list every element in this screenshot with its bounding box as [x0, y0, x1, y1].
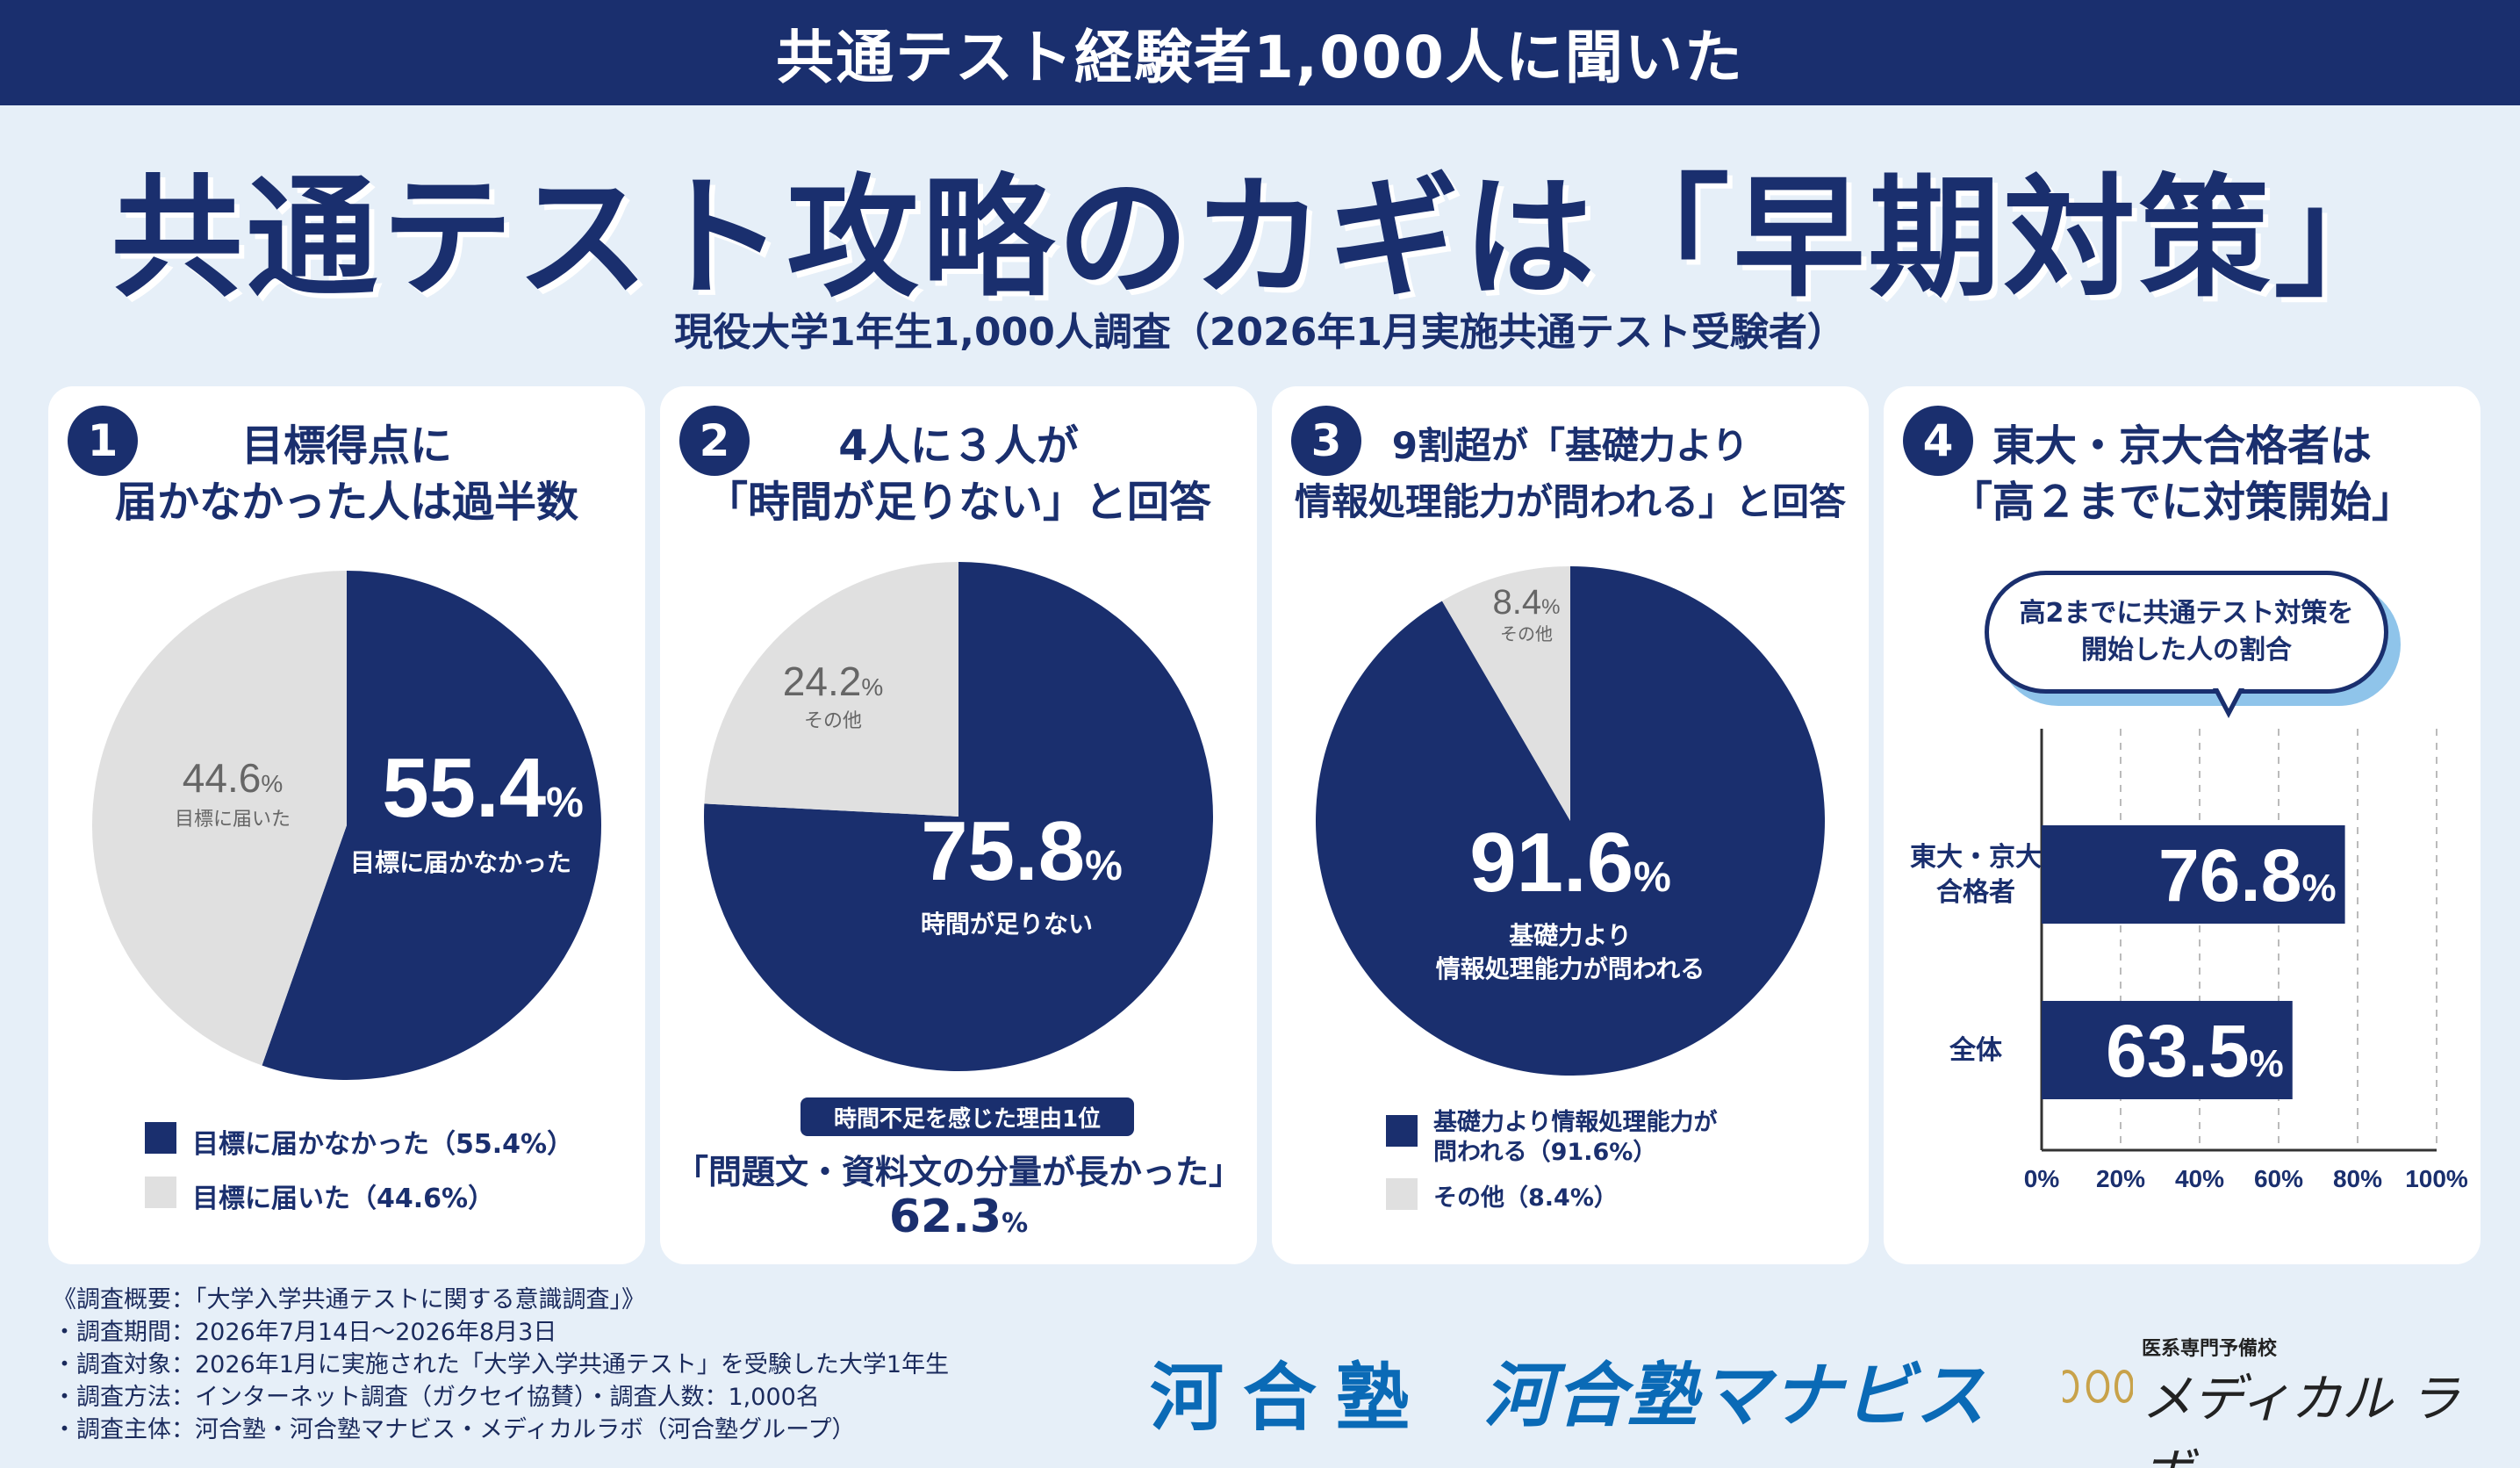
reason-value-number: 62.3 [888, 1191, 1002, 1243]
pie-slice-other [704, 562, 958, 817]
legend-swatch [1386, 1115, 1418, 1147]
main-caption: 時間が足りない [921, 910, 1093, 939]
other-value-label: 44.6% [183, 755, 283, 801]
main-caption-line1: 基礎力より [1509, 921, 1631, 950]
other-caption: その他 [1500, 623, 1553, 644]
legend-label-line1: 基礎力より情報処理能力が [1433, 1109, 1718, 1136]
logo-manabis: 河合塾マナビス [1483, 1355, 1987, 1436]
bar-tick-label: 20% [2096, 1165, 2145, 1192]
card-title-line1: 4人に３人が [838, 421, 1079, 471]
main-value-label: 91.6% [1469, 816, 1671, 910]
bar [2042, 1001, 2293, 1099]
reason-value-unit: % [1002, 1208, 1029, 1239]
card-title-line1: 東大・京大合格者は [1992, 421, 2372, 471]
survey-summary: 《調査概要：「大学入学共通テストに関する意識調査」》 ・調査期間：2026年7月… [53, 1284, 1106, 1446]
card-number: 4 [1903, 406, 1973, 476]
card-title-line1: 9割超が「基礎力より [1391, 424, 1749, 467]
reason-value: 62.3% [660, 1191, 1257, 1243]
survey-line: ・調査期間：2026年7月14日〜2026年8月3日 [53, 1319, 557, 1346]
legend-swatch [145, 1122, 176, 1154]
bubble-tail-inner [2217, 687, 2240, 709]
card-1: 1 目標得点に 届かなかった人は過半数 55.4% 目標に届かなかった 44.6… [48, 386, 645, 1264]
card-number: 2 [679, 406, 750, 476]
bar-category-label: 東大・京大合格者 [1910, 842, 2042, 908]
main-value-label: 55.4% [382, 741, 584, 835]
subtitle: 現役大学1年生1,000人調査（2026年1月実施共通テスト受験者） [674, 310, 1846, 355]
bar-value-label: 63.5% [2106, 1010, 2284, 1092]
legend-item-other: その他（8.4%） [1386, 1178, 1618, 1213]
card-title: 東大・京大合格者は 「高２までに対策開始」 [1884, 418, 2481, 530]
legend-label: 目標に届いた（44.6%） [192, 1184, 495, 1214]
medical-lab-icon [2063, 1370, 2133, 1403]
card-3: 3 9割超が「基礎力より 情報処理能力が問われる」と回答 91.6% 基礎力より… [1272, 386, 1869, 1264]
card-title-line2: 「高２までに対策開始」 [1949, 478, 2414, 527]
medical-lab-subtitle: 医系専門予備校 [2142, 1337, 2278, 1360]
bubble-line1: 高2までに共通テスト対策を [2019, 598, 2354, 629]
speech-bubble: 高2までに共通テスト対策を 開始した人の割合 [1985, 571, 2388, 694]
bar-tick-label: 80% [2333, 1165, 2382, 1192]
survey-line: 《調査概要：「大学入学共通テストに関する意識調査」》 [53, 1286, 645, 1313]
legend-label: その他（8.4%） [1433, 1184, 1618, 1212]
legend-swatch [145, 1177, 176, 1208]
survey-line: ・調査主体：河合塾・河合塾マナビス・メディカルラボ（河合塾グループ） [53, 1416, 856, 1443]
other-value-label: 8.4% [1493, 583, 1561, 622]
header-band: 共通テスト経験者1,000人に聞いた [0, 0, 2520, 105]
bar-marks: 76.8% 63.5% [2042, 825, 2345, 1099]
bar-tick-label: 60% [2254, 1165, 2303, 1192]
reason-badge: 時間不足を感じた理由1位 [801, 1097, 1134, 1136]
main-caption-line2: 情報処理能力が問われる [1436, 954, 1705, 983]
survey-line: ・調査対象：2026年1月に実施された「大学入学共通テスト」を受験した大学1年生 [53, 1351, 950, 1378]
card-4: 4 東大・京大合格者は 「高２までに対策開始」 高2までに共通テスト対策を 開始… [1884, 386, 2481, 1264]
pie-slice-other [91, 571, 347, 1066]
card-title-line2: 「時間が足りない」と回答 [705, 478, 1211, 527]
bar-category-label: 全体 [1949, 1035, 2003, 1066]
main-caption: 目標に届かなかった [350, 848, 571, 877]
pie-slice-other [1441, 566, 1570, 821]
legend-label: 基礎力より情報処理能力が 問われる（91.6%） [1433, 1108, 1717, 1168]
bar-tick-label: 40% [2175, 1165, 2224, 1192]
other-caption: その他 [804, 710, 862, 732]
legend-label-line2: 問われる（91.6%） [1433, 1139, 1657, 1166]
main-value-label: 75.8% [921, 804, 1123, 898]
card-title-line2: 情報処理能力が問われる」と回答 [1295, 480, 1846, 523]
medical-lab-name: メディカル ラボ® [2142, 1369, 2460, 1468]
card-number: 1 [68, 406, 138, 476]
card-title-line1: 目標得点に [241, 421, 452, 471]
survey-line: ・調査方法：インターネット調査（ガクセイ協賛）・調査人数：1,000名 [53, 1384, 820, 1411]
legend-item-main: 基礎力より情報処理能力が 問われる（91.6%） [1386, 1108, 1717, 1168]
main-title: 共通テスト攻略のカギは「早期対策」 [111, 162, 2409, 315]
bubble-line2: 開始した人の割合 [2081, 635, 2292, 666]
pie-chart: 55.4% 目標に届かなかった 44.6% 目標に届いた [91, 571, 601, 1080]
logo-kawaijuku: 河合塾 [1150, 1354, 1430, 1441]
legend-item-other: 目標に届いた（44.6%） [145, 1177, 494, 1215]
pie-chart: 91.6% 基礎力より 情報処理能力が問われる 8.4% その他 [1316, 566, 1825, 1076]
pie-chart: 75.8% 時間が足りない 24.2% その他 [704, 562, 1213, 1071]
card-2: 2 4人に３人が 「時間が足りない」と回答 75.8% 時間が足りない 24.2… [660, 386, 1257, 1264]
other-caption: 目標に届いた [175, 809, 291, 831]
card-title: 目標得点に 届かなかった人は過半数 [48, 418, 645, 530]
legend-label: 目標に届かなかった（55.4%） [192, 1129, 574, 1160]
card-title: 4人に３人が 「時間が足りない」と回答 [660, 418, 1257, 530]
other-value-label: 24.2% [783, 658, 883, 704]
bar-value-label: 76.8% [2158, 834, 2337, 917]
bar [2042, 825, 2345, 924]
legend-swatch [1386, 1178, 1418, 1210]
reason-text: 「問題文・資料文の分量が長かった」 [674, 1153, 1242, 1191]
card-title: 9割超が「基礎力より 情報処理能力が問われる」と回答 [1272, 418, 1869, 530]
bar-tick-label: 0% [2024, 1165, 2060, 1192]
bar-tick-label: 100% [2405, 1165, 2468, 1192]
logo-medical-lab: 医系専門予備校 メディカル ラボ® [2063, 1333, 2502, 1468]
card-title-line2: 届かなかった人は過半数 [114, 478, 578, 527]
legend-item-main: 目標に届かなかった（55.4%） [145, 1122, 573, 1161]
bar-ticks: 0% 20% 40% 60% 80% 100% [2024, 1165, 2468, 1192]
card-number: 3 [1291, 406, 1361, 476]
pie-slice-main [262, 571, 601, 1080]
